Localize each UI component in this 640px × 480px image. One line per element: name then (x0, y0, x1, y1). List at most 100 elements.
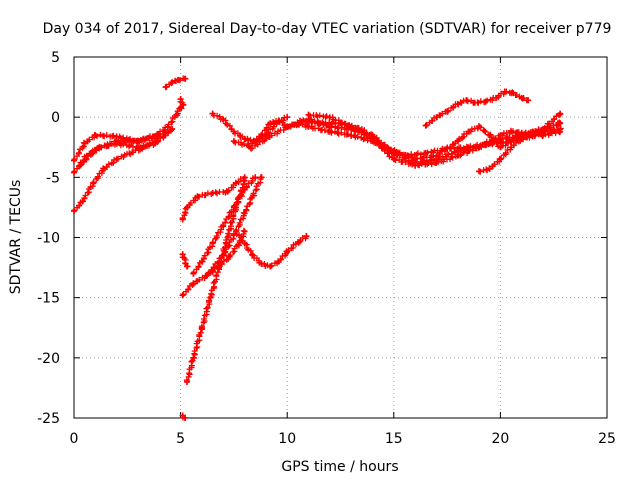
data-point (71, 169, 77, 176)
data-point (557, 128, 564, 135)
data-point (216, 264, 222, 271)
data-point (71, 208, 77, 214)
data-point (401, 152, 408, 159)
data-point (529, 128, 536, 135)
series-track-c (71, 128, 171, 214)
series-track-i (179, 251, 191, 270)
data-point (184, 378, 190, 385)
series-track-k (179, 412, 189, 421)
y-tick-label: -10 (37, 231, 60, 247)
data-point (337, 120, 344, 127)
data-point (164, 128, 171, 135)
data-point (241, 240, 248, 247)
data-point (433, 152, 440, 159)
data-point (501, 88, 508, 95)
data-point (250, 252, 257, 259)
data-point (294, 239, 301, 246)
data-point (518, 94, 525, 101)
data-point (126, 150, 133, 157)
data-point (205, 270, 212, 277)
data-point (152, 138, 158, 145)
x-tick-label: 20 (491, 431, 509, 447)
data-point (454, 100, 461, 107)
plot-frame (73, 56, 608, 419)
data-point (525, 97, 532, 104)
data-point (181, 75, 188, 82)
data-point (422, 150, 429, 157)
data-point (241, 210, 248, 217)
data-point (81, 140, 88, 147)
data-point (77, 162, 84, 169)
data-point (444, 145, 451, 152)
data-point (508, 144, 515, 151)
x-tick-label: 25 (598, 431, 616, 447)
data-point (486, 165, 493, 172)
data-point (209, 240, 216, 247)
series-track-t (297, 117, 564, 159)
data-point (482, 98, 489, 105)
data-point (220, 252, 227, 259)
data-point (252, 174, 259, 181)
data-point (540, 126, 546, 133)
data-point (233, 180, 239, 187)
y-tick-label: -5 (46, 170, 60, 186)
data-point (113, 138, 120, 145)
data-point (139, 145, 146, 152)
data-point (220, 116, 227, 123)
data-point (476, 123, 483, 130)
data-point (209, 190, 216, 196)
data-point (92, 146, 99, 153)
data-point (262, 135, 269, 142)
data-point (510, 90, 517, 97)
data-point (476, 168, 483, 175)
data-point (508, 138, 515, 145)
data-point (305, 111, 312, 118)
tick-labels: 0 5 10 15 20 25 -25 -20 -15 -10 -5 0 5 (37, 50, 616, 447)
y-tick-label: -25 (37, 411, 60, 427)
series-track-v (476, 120, 564, 175)
x-axis-label: GPS time / hours (281, 459, 398, 475)
data-point (326, 114, 333, 121)
data-point (241, 135, 248, 142)
data-point (465, 128, 472, 135)
data-point (412, 162, 419, 169)
data-point (100, 165, 107, 172)
data-point (348, 132, 355, 139)
data-point (224, 234, 231, 241)
series-track-e (162, 75, 189, 91)
data-point (358, 126, 365, 133)
data-point (156, 131, 163, 137)
data-point (233, 228, 239, 235)
data-point (241, 177, 248, 184)
y-tick-label: 5 (51, 50, 60, 66)
data-point (90, 180, 97, 187)
data-point (184, 263, 190, 270)
data-point (433, 114, 440, 121)
y-tick-label: -15 (37, 291, 60, 307)
data-point (226, 253, 233, 260)
data-point (135, 138, 141, 145)
y-tick-label: -20 (37, 351, 60, 367)
data-point (297, 117, 303, 124)
data-point (422, 122, 429, 129)
series-track-h (179, 227, 248, 299)
data-point (79, 198, 86, 205)
data-point (181, 415, 188, 421)
series-track-g (179, 174, 248, 223)
data-point (497, 132, 504, 139)
data-point (207, 294, 214, 301)
data-point (179, 102, 186, 109)
data-point (463, 97, 470, 104)
data-point (230, 204, 237, 211)
y-tick-label: 0 (51, 110, 60, 126)
data-point (190, 280, 197, 287)
data-point (175, 76, 182, 83)
data-point (497, 156, 504, 163)
data-point (433, 159, 440, 166)
data-point (241, 228, 248, 235)
data-point (454, 152, 461, 159)
data-point (267, 263, 274, 270)
data-point (71, 157, 77, 164)
data-point (169, 79, 176, 86)
